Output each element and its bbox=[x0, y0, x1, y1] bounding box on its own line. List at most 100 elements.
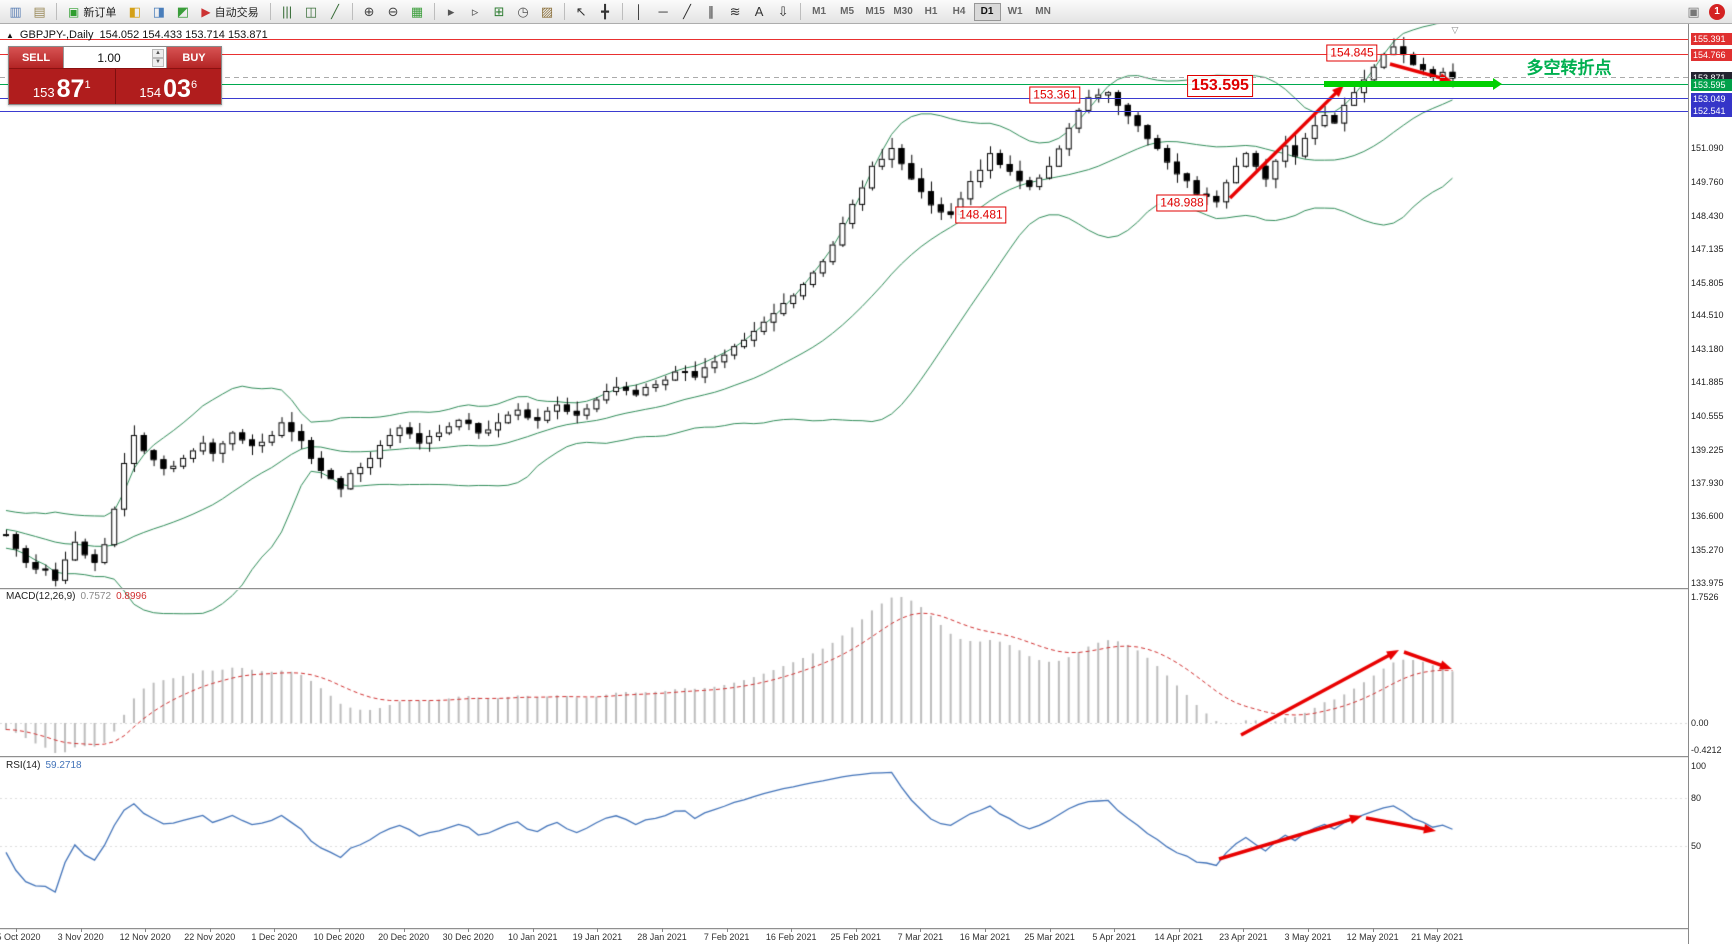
time-axis-label: 12 Nov 2020 bbox=[119, 932, 171, 942]
rsi-panel-separator[interactable] bbox=[0, 756, 1688, 758]
symbol-name: GBPJPY-,Daily bbox=[19, 29, 94, 41]
volume-up-icon[interactable]: ▲ bbox=[152, 48, 164, 58]
horizontal-level-line[interactable] bbox=[0, 38, 1688, 40]
timeframe-mn[interactable]: MN bbox=[1035, 6, 1051, 17]
horizontal-level-line[interactable] bbox=[0, 54, 1688, 56]
horizontal-line-icon[interactable]: ─ bbox=[658, 4, 668, 19]
timeframe-d1[interactable]: D1 bbox=[973, 2, 1001, 21]
tile-windows-icon[interactable]: ▦ bbox=[410, 3, 424, 19]
price-tag-annotation[interactable]: 153.361 bbox=[1029, 86, 1081, 104]
price-tag-annotation[interactable]: 148.988 bbox=[1156, 194, 1208, 212]
zoom-in-icon[interactable]: ⊕ bbox=[363, 3, 375, 19]
volume-field[interactable]: 1.00 ▲ ▼ bbox=[63, 47, 167, 68]
navigator-icon[interactable]: ◩ bbox=[176, 3, 189, 19]
toolbar-separator bbox=[269, 3, 271, 20]
time-axis-label: 28 Jan 2021 bbox=[637, 932, 687, 942]
price-scale-label: 145.805 bbox=[1691, 277, 1724, 288]
volume-steppers: ▲ ▼ bbox=[152, 48, 164, 67]
trendline-icon[interactable]: ╱ bbox=[683, 3, 691, 19]
periods-icon[interactable]: ◷ bbox=[517, 3, 529, 19]
vertical-line-icon[interactable]: │ bbox=[635, 4, 644, 19]
toolbar-separator bbox=[433, 3, 435, 20]
buy-button[interactable]: BUY bbox=[167, 47, 221, 68]
time-axis-label: 21 May 2021 bbox=[1411, 932, 1464, 942]
timeframe-m5[interactable]: M5 bbox=[840, 6, 855, 17]
macd-scale-label: -0.4212 bbox=[1691, 745, 1722, 755]
text-icon[interactable]: A bbox=[754, 4, 764, 19]
volume-value[interactable]: 1.00 bbox=[97, 50, 121, 65]
level-scale-label: 154.766 bbox=[1691, 48, 1732, 61]
timeframe-m1[interactable]: M1 bbox=[812, 6, 827, 17]
time-axis-label: 14 Apr 2021 bbox=[1154, 932, 1204, 942]
fibonacci-icon[interactable]: ≋ bbox=[729, 3, 741, 19]
macd-panel-separator[interactable] bbox=[0, 588, 1688, 590]
auto-scroll-icon[interactable]: ▸ bbox=[447, 3, 455, 19]
crosshair-icon[interactable]: ╋ bbox=[601, 3, 609, 19]
time-axis-label: 25 Feb 2021 bbox=[830, 932, 882, 942]
indicators-icon[interactable]: ⊞ bbox=[493, 3, 505, 19]
time-axis-tick bbox=[16, 928, 17, 932]
price-tag-annotation[interactable]: 148.481 bbox=[955, 206, 1007, 224]
horizontal-level-line[interactable] bbox=[0, 98, 1688, 100]
support-line-annotation[interactable] bbox=[1324, 78, 1502, 91]
price-scale-label: 133.975 bbox=[1691, 578, 1724, 588]
level-scale-label: 152.541 bbox=[1691, 105, 1732, 118]
level-scale-label: 153.595 bbox=[1691, 78, 1732, 91]
time-axis-tick bbox=[1178, 928, 1180, 932]
time-axis-label: 30 Dec 2020 bbox=[442, 932, 494, 942]
time-axis-tick bbox=[791, 928, 793, 932]
price-scale-label: 139.225 bbox=[1691, 444, 1724, 455]
new-order-button[interactable]: ▣ 新订单 bbox=[62, 2, 122, 22]
horizontal-level-line[interactable] bbox=[0, 84, 1688, 86]
current-price-line[interactable] bbox=[0, 77, 1688, 79]
candles-chart-icon[interactable]: ◫ bbox=[304, 3, 318, 19]
turning-point-annotation[interactable]: 多空转折点 bbox=[1526, 58, 1612, 78]
price-scale-label: 148.430 bbox=[1691, 210, 1724, 221]
chart-shift-icon[interactable]: ▹ bbox=[471, 3, 479, 19]
timeframe-h4[interactable]: H4 bbox=[952, 6, 966, 17]
time-axis-label: 10 Jan 2021 bbox=[508, 932, 558, 942]
time-axis-tick bbox=[1243, 928, 1245, 932]
rsi-scale-label: 80 bbox=[1691, 793, 1702, 803]
horizontal-level-line[interactable] bbox=[0, 110, 1688, 112]
toolbar-separator bbox=[799, 3, 801, 20]
time-axis-label: 23 Apr 2021 bbox=[1219, 932, 1268, 942]
new-chart-icon[interactable]: ▥ bbox=[9, 3, 22, 19]
price-display: 153 87 1 154 03 6 bbox=[9, 69, 221, 104]
cursor-icon[interactable]: ↖ bbox=[575, 3, 587, 19]
auto-trading-button[interactable]: ▶ 自动交易 bbox=[195, 2, 264, 22]
zoom-out-icon[interactable]: ⊖ bbox=[387, 3, 399, 19]
timeframe-m30[interactable]: M30 bbox=[893, 6, 913, 17]
price-divider bbox=[114, 69, 116, 104]
time-axis-tick bbox=[985, 928, 986, 932]
data-window-icon[interactable]: ◨ bbox=[152, 3, 165, 19]
price-tag-annotation[interactable]: 154.845 bbox=[1326, 44, 1378, 62]
sell-button[interactable]: SELL bbox=[9, 47, 63, 68]
chart-shift-marker[interactable]: ▽ bbox=[1451, 25, 1459, 35]
price-tag-annotation[interactable]: 153.595 bbox=[1187, 75, 1253, 97]
price-scale-separator[interactable] bbox=[1688, 24, 1689, 944]
time-axis-label: 12 May 2021 bbox=[1346, 932, 1399, 942]
new-order-button-label: 新订单 bbox=[83, 6, 117, 19]
chart-profiles-icon[interactable]: ▤ bbox=[33, 3, 46, 19]
macd-name: MACD(12,26,9) bbox=[6, 591, 76, 602]
line-chart-icon[interactable]: ╱ bbox=[331, 3, 339, 19]
volume-down-icon[interactable]: ▼ bbox=[152, 57, 164, 67]
time-axis-tick bbox=[1049, 928, 1051, 932]
channel-icon[interactable]: ∥ bbox=[707, 3, 715, 19]
timeframe-m15[interactable]: M15 bbox=[865, 6, 885, 17]
time-axis-label: 7 Mar 2021 bbox=[897, 932, 944, 942]
bars-chart-icon[interactable]: ||| bbox=[282, 4, 293, 19]
notifications-badge[interactable]: 1 bbox=[1709, 3, 1725, 20]
timeframe-w1[interactable]: W1 bbox=[1007, 6, 1023, 17]
auto-trading-button-label: 自动交易 bbox=[214, 6, 259, 19]
sell-price[interactable]: 153 87 1 bbox=[9, 69, 115, 104]
templates-icon[interactable]: ▨ bbox=[540, 3, 554, 19]
rsi-label: RSI(14) 59.2718 bbox=[6, 760, 82, 771]
arrows-icon[interactable]: ⇩ bbox=[777, 3, 789, 19]
market-watch-icon[interactable]: ◧ bbox=[128, 3, 141, 19]
timeframe-h1[interactable]: H1 bbox=[924, 6, 938, 17]
buy-price[interactable]: 154 03 6 bbox=[116, 69, 222, 104]
window-layout-icon[interactable]: ▣ bbox=[1687, 3, 1700, 19]
